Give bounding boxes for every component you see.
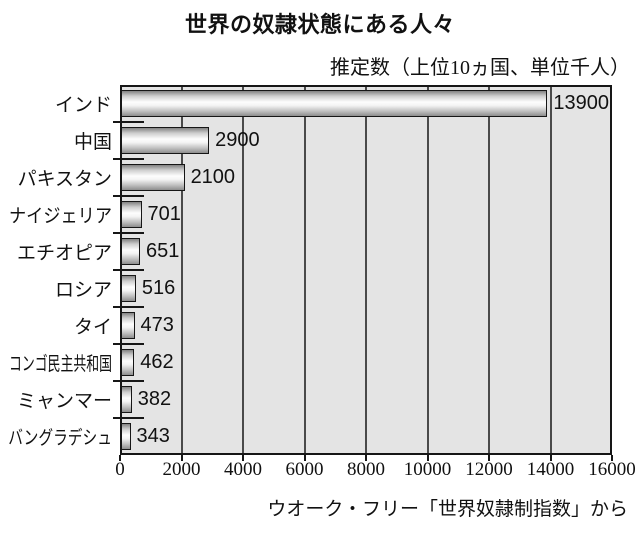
bar-row: 13900 [120, 85, 612, 122]
bar [120, 349, 135, 376]
x-axis-tick-label: 14000 [526, 459, 575, 480]
bar-value-label: 13900 [553, 92, 610, 114]
x-axis-tick [242, 455, 244, 461]
category-label: ナイジェリア [0, 196, 114, 233]
gridline [488, 85, 490, 455]
bar-value-label: 651 [146, 240, 180, 262]
category-label: 中国 [0, 122, 114, 159]
bar-value-label: 516 [141, 277, 176, 299]
x-axis-tick [611, 455, 613, 461]
bar-rows: 13900 2900 2100 701 651 516 473 462 382 343 [120, 85, 612, 455]
category-label: インド [0, 85, 114, 122]
plot-area: 13900 2900 2100 701 651 516 473 462 382 343 [120, 85, 612, 455]
bar-row: 473 [120, 307, 612, 344]
bar [120, 312, 135, 339]
bar-row: 701 [120, 196, 612, 233]
bar [120, 386, 132, 413]
bar-value-label: 382 [137, 388, 172, 410]
bar-value-label: 2900 [215, 129, 260, 151]
bar [120, 90, 548, 117]
x-axis-tick [303, 455, 306, 461]
category-label-text: バングラデシュ [8, 428, 112, 449]
chart-title: 世界の奴隷状態にある人々 [184, 12, 455, 37]
bar [120, 127, 210, 154]
category-label: バングラデシュ [0, 418, 114, 455]
bar-row: 2900 [120, 122, 612, 159]
category-label-text: インド [54, 95, 112, 116]
x-axis-tick-label: 12000 [465, 459, 513, 480]
x-axis-tick-label: 10000 [403, 459, 452, 480]
chart-subtitle: 推定数（上位10ヵ国、単位千人） [330, 57, 630, 79]
bar [120, 423, 131, 450]
bar [120, 201, 142, 228]
x-axis-tick [180, 455, 183, 461]
bar [120, 275, 136, 302]
bar-row: 516 [120, 270, 612, 307]
x-axis-tick-label: 4000 [224, 459, 262, 480]
x-axis-tick [488, 455, 490, 461]
x-axis-tick-label: 8000 [347, 459, 385, 480]
bar-value-label: 473 [140, 314, 174, 336]
x-axis-tick [119, 455, 121, 461]
category-label: ミャンマー [0, 381, 114, 418]
x-axis-tick-label: 0 [115, 459, 125, 480]
bar-row: 2100 [120, 159, 612, 196]
bar [120, 164, 185, 191]
x-axis-tick [426, 455, 429, 461]
category-label: ロシア [0, 270, 114, 307]
gridline [242, 85, 244, 455]
category-axis-labels: インド中国パキスタンナイジェリアエチオピアロシアタイコンゴ民主共和国ミャンマーバ… [0, 85, 114, 455]
bar-value-label: 701 [147, 203, 181, 225]
x-axis-tick-label: 2000 [162, 459, 201, 480]
bar-row: 382 [120, 381, 612, 418]
category-label-text: パキスタン [17, 169, 112, 190]
gridline [180, 85, 183, 455]
bar [120, 238, 141, 265]
gridline [365, 85, 367, 455]
category-label-text: エチオピア [16, 243, 112, 264]
x-axis-tick-labels: 0 2000 4000 6000 8000 10000 12000 14000 16000 [115, 459, 636, 481]
category-label: タイ [0, 307, 114, 344]
x-axis-tick [549, 455, 552, 461]
x-axis-tick-label: 16000 [588, 459, 636, 480]
category-label: エチオピア [0, 233, 114, 270]
gridline [426, 85, 429, 455]
category-label-text: コンゴ民主共和国 [8, 354, 112, 375]
gridline [549, 85, 552, 455]
bar-row: 462 [120, 344, 612, 381]
category-label-text: ミャンマー [16, 391, 112, 412]
x-axis-ticks [119, 455, 613, 462]
category-label: コンゴ民主共和国 [0, 344, 114, 381]
bar-row: 343 [120, 418, 612, 455]
source-note: ウオーク・フリー「世界奴隷制指数」から [267, 499, 628, 520]
bar-value-label: 343 [136, 425, 170, 447]
x-axis-tick-label: 6000 [285, 459, 324, 480]
bar-row: 651 [120, 233, 612, 270]
x-axis-tick [365, 455, 367, 461]
category-label-text: ロシア [54, 280, 112, 301]
category-label-text: タイ [73, 317, 112, 338]
category-label-text: ナイジェリア [8, 206, 112, 227]
gridline [303, 85, 306, 455]
bar-value-label: 462 [140, 351, 174, 373]
category-label: パキスタン [0, 159, 114, 196]
category-label-text: 中国 [73, 132, 112, 153]
bar-value-label: 2100 [190, 166, 236, 188]
